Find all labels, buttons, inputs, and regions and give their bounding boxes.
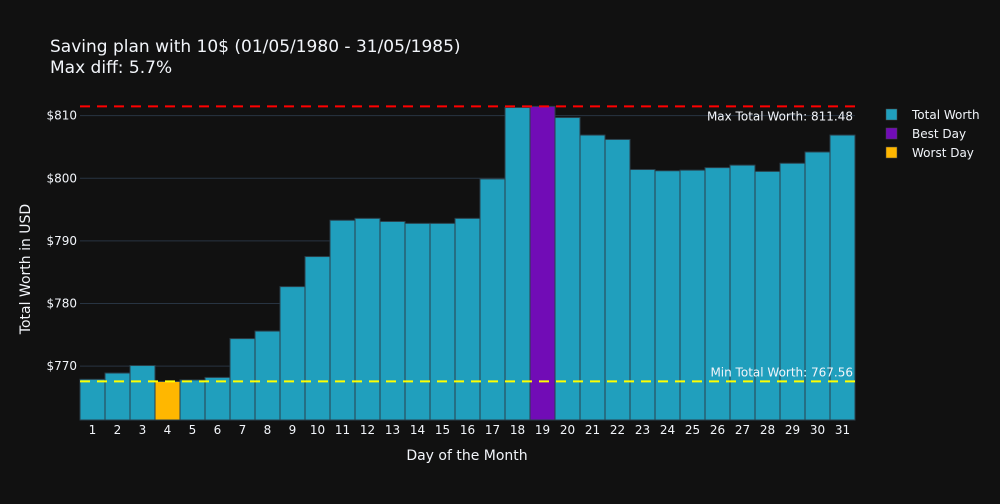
bar-day-25[interactable] bbox=[679, 169, 706, 421]
x-tick-label: 3 bbox=[139, 423, 147, 437]
x-tick-label: 5 bbox=[189, 423, 197, 437]
bar-day-21[interactable] bbox=[579, 134, 606, 421]
x-tick-label: 31 bbox=[835, 423, 850, 437]
x-tick-label: 13 bbox=[385, 423, 400, 437]
min-annotation: Min Total Worth: 767.56 bbox=[710, 365, 853, 379]
bar-day-2[interactable] bbox=[104, 372, 131, 421]
legend-item-total-worth[interactable]: Total Worth bbox=[885, 108, 980, 122]
bar-day-4[interactable] bbox=[154, 380, 181, 421]
y-axis-label: Total Worth in USD bbox=[18, 204, 34, 335]
bar-day-22[interactable] bbox=[604, 138, 631, 421]
bar-day-20[interactable] bbox=[554, 117, 581, 421]
bar-day-8[interactable] bbox=[254, 330, 281, 421]
bar-day-18[interactable] bbox=[504, 107, 531, 421]
x-tick-label: 27 bbox=[735, 423, 750, 437]
x-tick-label: 6 bbox=[214, 423, 222, 437]
bar-day-16[interactable] bbox=[454, 217, 481, 421]
legend-swatch-total-worth bbox=[885, 108, 898, 121]
bar-day-26[interactable] bbox=[704, 167, 731, 421]
legend-item-worst-day[interactable]: Worst Day bbox=[885, 146, 974, 160]
bar-day-10[interactable] bbox=[304, 256, 331, 421]
max-annotation: Max Total Worth: 811.48 bbox=[707, 109, 853, 123]
x-tick-label: 14 bbox=[410, 423, 425, 437]
legend-label-total-worth: Total Worth bbox=[911, 108, 980, 122]
bar-day-24[interactable] bbox=[654, 170, 681, 421]
x-tick-label: 2 bbox=[114, 423, 122, 437]
legend-label-worst-day: Worst Day bbox=[912, 146, 974, 160]
bar-day-5[interactable] bbox=[179, 379, 206, 421]
chart-title-line1: Saving plan with 10$ (01/05/1980 - 31/05… bbox=[50, 37, 461, 57]
chart-title-line2: Max diff: 5.7% bbox=[50, 58, 172, 78]
bar-day-28[interactable] bbox=[754, 170, 781, 421]
x-tick-label: 21 bbox=[585, 423, 600, 437]
x-axis-label: Day of the Month bbox=[406, 448, 527, 464]
x-tick-label: 4 bbox=[164, 423, 172, 437]
x-axis-ticks: 1 2 3 4 5 6 7 8 9 10 11 12 13 14 15 16 17 18 19 20 21 22 23 24 2… bbox=[89, 423, 850, 437]
bar-day-7[interactable] bbox=[229, 338, 256, 421]
x-tick-label: 22 bbox=[610, 423, 625, 437]
x-tick-label: 12 bbox=[360, 423, 375, 437]
x-tick-label: 7 bbox=[239, 423, 247, 437]
x-tick-label: 11 bbox=[335, 423, 350, 437]
x-tick-label: 26 bbox=[710, 423, 725, 437]
y-tick-label: $790 bbox=[46, 234, 77, 248]
x-tick-label: 9 bbox=[289, 423, 297, 437]
legend: Total Worth Best Day Worst Day bbox=[885, 108, 980, 160]
y-tick-label: $780 bbox=[46, 297, 77, 311]
x-tick-label: 28 bbox=[760, 423, 775, 437]
bar-day-17[interactable] bbox=[479, 178, 506, 421]
bar-day-12[interactable] bbox=[354, 217, 381, 421]
x-tick-label: 24 bbox=[660, 423, 675, 437]
bar-day-1[interactable] bbox=[79, 378, 106, 421]
x-tick-label: 19 bbox=[535, 423, 550, 437]
x-tick-label: 1 bbox=[89, 423, 97, 437]
x-tick-label: 16 bbox=[460, 423, 475, 437]
x-tick-label: 23 bbox=[635, 423, 650, 437]
legend-item-best-day[interactable]: Best Day bbox=[885, 127, 966, 141]
bar-day-30[interactable] bbox=[804, 151, 831, 421]
x-tick-label: 18 bbox=[510, 423, 525, 437]
bar-day-27[interactable] bbox=[729, 164, 756, 421]
x-tick-label: 10 bbox=[310, 423, 325, 437]
y-axis-ticks: $770 $780 $790 $800 $810 bbox=[46, 109, 77, 373]
x-tick-label: 17 bbox=[485, 423, 500, 437]
x-tick-label: 8 bbox=[264, 423, 272, 437]
bar-day-15[interactable] bbox=[429, 222, 456, 421]
x-tick-label: 30 bbox=[810, 423, 825, 437]
y-tick-label: $800 bbox=[46, 171, 77, 185]
bar-day-3[interactable] bbox=[129, 365, 156, 421]
bar-day-23[interactable] bbox=[629, 169, 656, 421]
legend-swatch-best-day bbox=[885, 127, 898, 140]
x-tick-label: 20 bbox=[560, 423, 575, 437]
bar-day-9[interactable] bbox=[279, 286, 306, 421]
bar-day-29[interactable] bbox=[779, 162, 806, 421]
bar-day-13[interactable] bbox=[379, 220, 406, 421]
bar-day-14[interactable] bbox=[404, 222, 431, 421]
bar-day-19[interactable] bbox=[529, 105, 556, 421]
bar-day-6[interactable] bbox=[204, 376, 231, 421]
x-tick-label: 25 bbox=[685, 423, 700, 437]
bar-day-11[interactable] bbox=[329, 219, 356, 421]
y-tick-label: $810 bbox=[46, 109, 77, 123]
bars bbox=[79, 105, 856, 421]
y-tick-label: $770 bbox=[46, 359, 77, 373]
x-tick-label: 15 bbox=[435, 423, 450, 437]
bar-day-31[interactable] bbox=[829, 134, 856, 421]
legend-label-best-day: Best Day bbox=[912, 127, 966, 141]
legend-swatch-worst-day bbox=[885, 146, 898, 159]
x-tick-label: 29 bbox=[785, 423, 800, 437]
